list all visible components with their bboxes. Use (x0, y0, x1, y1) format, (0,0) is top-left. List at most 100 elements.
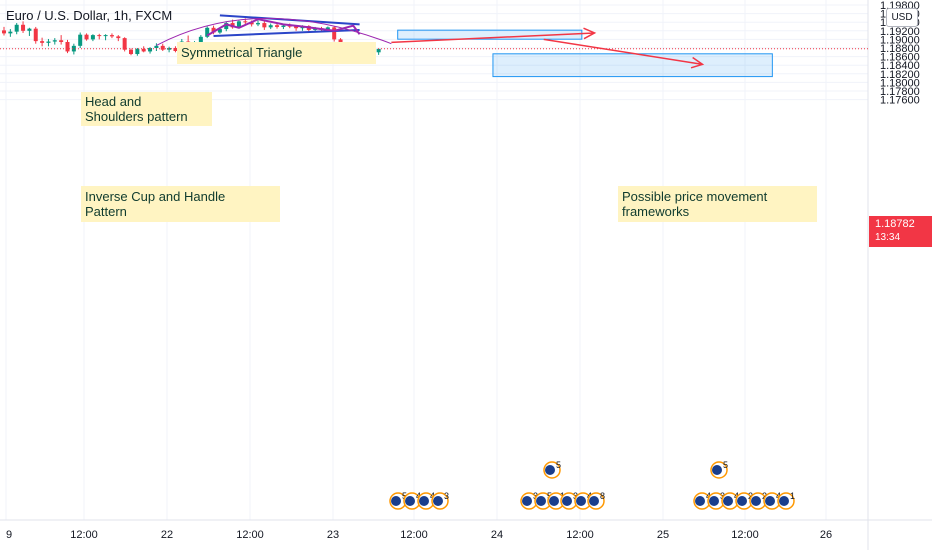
inverse-cup-arc[interactable] (156, 17, 392, 46)
candle-body[interactable] (40, 41, 45, 43)
candle-body[interactable] (211, 27, 216, 33)
x-tick-label: 9 (6, 529, 12, 541)
price-axis[interactable] (868, 0, 932, 550)
x-tick-label: 22 (161, 529, 173, 541)
y-tick-label: 1.18000 (880, 77, 920, 89)
x-tick-label: 24 (491, 529, 503, 541)
event-icon-flag (536, 496, 546, 506)
event-count-label: 8 (600, 491, 605, 501)
candle-body[interactable] (236, 21, 241, 28)
candle-body[interactable] (281, 25, 286, 27)
y-tick-label: 1.18200 (880, 69, 920, 81)
y-tick-label: 1.18400 (880, 60, 920, 72)
candle-body[interactable] (141, 48, 146, 52)
candle-body[interactable] (116, 36, 121, 39)
x-tick-label: 12:00 (70, 529, 98, 541)
currency-badge[interactable]: USD (886, 8, 918, 27)
projection-arrow-up[interactable] (391, 32, 595, 44)
candle-body[interactable] (59, 40, 64, 42)
candle-body[interactable] (129, 49, 133, 55)
note-head-shoulders[interactable]: Head and Shoulders pattern (81, 92, 212, 126)
event-icon-flag (695, 496, 705, 506)
event-icon-flag (419, 496, 429, 506)
last-price-tag: 1.18782 13:34 (869, 216, 932, 247)
candle-body[interactable] (243, 21, 248, 23)
candle-body[interactable] (135, 48, 140, 55)
candle-body[interactable] (78, 34, 83, 46)
event-count-label: 3 (720, 491, 725, 501)
projection-zone[interactable] (492, 53, 773, 78)
event-icon-flag (779, 496, 789, 506)
candle-body[interactable] (109, 35, 114, 37)
candle-body[interactable] (217, 29, 222, 33)
event-count-label: 5 (402, 491, 407, 501)
y-tick-label: 1.19200 (880, 26, 920, 38)
event-count-label: 4 (706, 491, 711, 501)
candle-body[interactable] (33, 28, 38, 42)
x-tick-label: 26 (820, 529, 832, 541)
note-cup-handle[interactable]: Inverse Cup and Handle Pattern (81, 186, 280, 222)
candle-body[interactable] (71, 45, 76, 52)
projection-arrow-up-head (583, 27, 597, 40)
x-tick-label: 12:00 (236, 529, 264, 541)
projection-arrow-down[interactable] (543, 38, 703, 66)
candle-body[interactable] (256, 23, 260, 25)
event-count-label: 2 (762, 491, 767, 501)
event-icon-flag (391, 496, 401, 506)
candle-body[interactable] (376, 48, 381, 53)
candle-body[interactable] (21, 24, 26, 31)
last-price-value: 1.18782 (875, 218, 915, 230)
event-count-label: 3 (444, 491, 449, 501)
note-frameworks[interactable]: Possible price movement frameworks (618, 186, 817, 222)
head-shoulders-line[interactable] (206, 18, 361, 37)
candle-body[interactable] (262, 23, 267, 28)
event-icon-flag (751, 496, 761, 506)
y-tick-label: 1.19000 (880, 34, 920, 46)
y-tick-label: 1.17800 (880, 86, 920, 98)
candle-body[interactable] (268, 25, 273, 28)
candle-body[interactable] (90, 35, 95, 40)
candle-body[interactable] (122, 38, 127, 50)
candle-body[interactable] (287, 25, 292, 27)
candle-body[interactable] (325, 27, 330, 30)
y-tick-label: 1.17600 (880, 95, 920, 107)
event-count-label: 4 (734, 491, 739, 501)
candle-body[interactable] (27, 28, 32, 31)
candle-body[interactable] (249, 22, 254, 25)
candle-body[interactable] (205, 27, 210, 37)
triangle-upper-line[interactable] (219, 14, 360, 26)
x-tick-label: 23 (327, 529, 339, 541)
candle-body[interactable] (224, 23, 229, 30)
candle-body[interactable] (167, 48, 172, 50)
event-count-label: 5 (556, 460, 561, 470)
candle-body[interactable] (2, 30, 6, 34)
candle-body[interactable] (84, 34, 89, 40)
projection-zone[interactable] (397, 29, 583, 40)
event-count-label: 4 (430, 491, 435, 501)
candle-countdown: 13:34 (875, 232, 901, 243)
event-count-label: 2 (748, 491, 753, 501)
candle-body[interactable] (103, 35, 108, 37)
candle-body[interactable] (294, 26, 299, 29)
event-count-label: 5 (723, 460, 728, 470)
candle-body[interactable] (332, 27, 337, 40)
symbol-title[interactable]: Euro / U.S. Dollar, 1h, FXCM (6, 8, 173, 23)
event-icon-flag (562, 496, 572, 506)
event-icon-flag (712, 465, 722, 475)
candle-body[interactable] (65, 41, 70, 52)
x-tick-label: 12:00 (400, 529, 428, 541)
candle-body[interactable] (173, 48, 178, 52)
note-symmetrical-triangle[interactable]: Symmetrical Triangle (177, 42, 376, 64)
candle-body[interactable] (8, 31, 13, 34)
candle-body[interactable] (148, 48, 153, 52)
candle-body[interactable] (160, 45, 165, 50)
candle-body[interactable] (46, 41, 51, 43)
candle-body[interactable] (275, 25, 280, 27)
candle-body[interactable] (97, 35, 102, 37)
candle-body[interactable] (198, 36, 203, 43)
event-icon-flag (545, 465, 555, 475)
candle-body[interactable] (52, 40, 57, 42)
candle-body[interactable] (154, 45, 159, 48)
candle-body[interactable] (14, 24, 19, 32)
